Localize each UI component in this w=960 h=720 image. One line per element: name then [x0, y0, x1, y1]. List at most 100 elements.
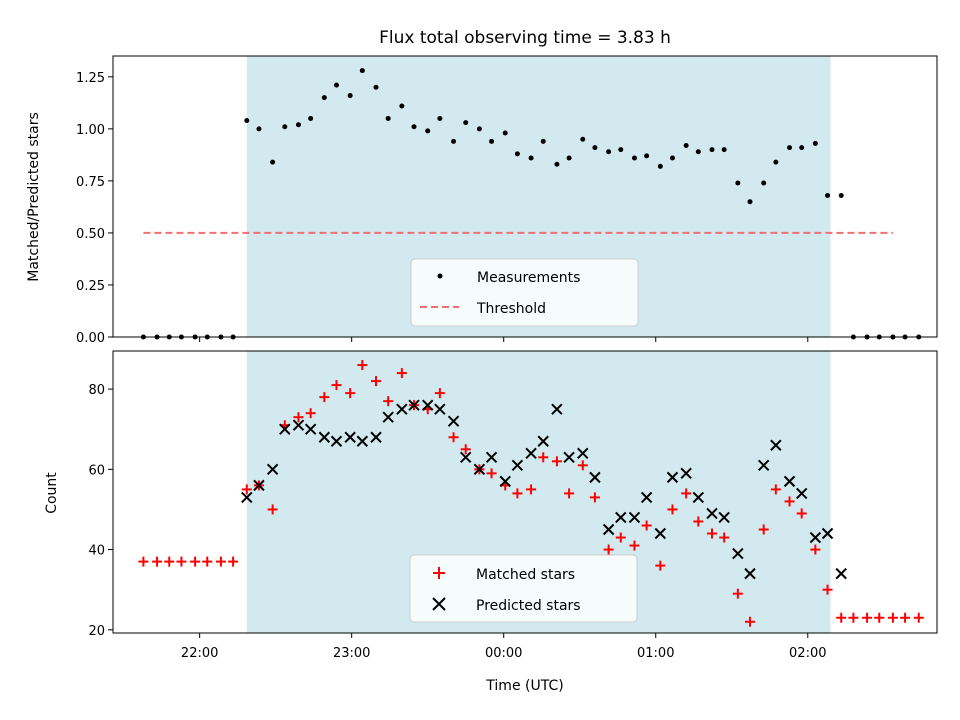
matched-star-point	[770, 484, 781, 495]
predicted-star-point	[551, 403, 563, 415]
measurement-point	[669, 155, 675, 161]
measurement-point	[270, 159, 276, 165]
matched-star-point	[383, 396, 394, 407]
predicted-star-point	[537, 435, 549, 447]
measurement-point	[631, 155, 637, 161]
predicted-star-point	[473, 463, 486, 476]
measurement-point	[606, 149, 612, 155]
measurement-point	[463, 120, 469, 126]
matched-star-point	[267, 504, 278, 515]
chart-title: Flux total observing time = 3.83 h	[379, 28, 671, 48]
legend-measurements-label: Measurements	[477, 270, 580, 286]
measurement-point	[244, 118, 250, 124]
x-axis-label: Time (UTC)	[485, 678, 563, 694]
matched-star-point	[836, 612, 847, 623]
predicted-star-point	[370, 431, 382, 443]
predicted-star-point	[757, 459, 770, 472]
matched-star-point	[551, 456, 562, 467]
measurement-point	[540, 138, 546, 144]
predicted-star-point	[770, 439, 782, 451]
matched-star-point	[434, 388, 445, 399]
matched-star-point	[719, 532, 730, 543]
predicted-star-point	[577, 447, 589, 459]
matched-star-point	[331, 380, 342, 391]
measurement-point	[721, 147, 727, 153]
predicted-star-point	[499, 475, 511, 488]
predicted-star-point	[563, 451, 575, 464]
matched-star-point	[822, 584, 833, 595]
predicted-star-point	[304, 423, 317, 435]
matched-star-point	[396, 368, 407, 379]
matched-star-point	[874, 612, 885, 623]
matched-star-point	[486, 468, 497, 479]
measurement-point	[683, 143, 689, 149]
matched-star-point	[887, 612, 898, 623]
predicted-star-point	[615, 511, 627, 524]
y-tick-label: 20	[88, 624, 105, 639]
matched-star-point	[667, 504, 678, 515]
measurement-point	[580, 136, 586, 142]
matched-star-point	[357, 360, 368, 371]
predicted-star-point	[241, 491, 253, 504]
measurement-point	[347, 93, 353, 99]
predicted-star-point	[292, 419, 305, 431]
matched-star-point	[152, 556, 163, 567]
matched-star-point	[848, 612, 859, 623]
x-tick-label: 23:00	[333, 646, 370, 661]
matched-star-point	[796, 508, 807, 519]
matched-star-point	[589, 492, 600, 503]
measurement-point	[657, 163, 663, 169]
predicted-star-point	[602, 523, 615, 536]
measurement-point	[825, 192, 831, 198]
predicted-star-point	[821, 527, 834, 540]
measurement-point	[373, 84, 379, 90]
measurement-point	[437, 115, 443, 121]
y-tick-label: 40	[88, 544, 105, 559]
measurement-point	[838, 192, 844, 198]
measurement-point	[282, 124, 288, 130]
predicted-star-point	[460, 451, 472, 464]
top-panel: 0.00 0.25 0.50 0.75 1.00 1.25 Matched/Predict…	[26, 55, 938, 346]
predicted-star-point	[279, 423, 291, 435]
matched-star-point	[138, 556, 149, 567]
measurement-point	[308, 115, 314, 121]
matched-star-point	[512, 488, 523, 499]
predicted-star-point	[835, 567, 847, 580]
predicted-star-point	[421, 399, 434, 411]
matched-star-point	[615, 532, 626, 543]
measurement-point	[773, 159, 779, 165]
bottom-legend: Matched stars Predicted stars	[409, 554, 638, 623]
predicted-star-point	[382, 411, 394, 423]
predicted-star-point	[408, 399, 420, 411]
predicted-star-point	[783, 475, 796, 488]
predicted-star-point	[589, 471, 601, 484]
matched-star-point	[577, 460, 588, 471]
bottom-marks	[138, 360, 924, 627]
matched-star-point	[164, 556, 175, 567]
top-axes: 0.00 0.25 0.50 0.75 1.00 1.25	[76, 71, 809, 346]
measurement-point	[747, 199, 753, 205]
measurement-point	[451, 138, 457, 144]
legend-predicted-label: Predicted stars	[476, 598, 581, 614]
x-tick-label: 00:00	[485, 646, 522, 661]
predicted-star-point	[253, 479, 265, 492]
bottom-axes-frame	[112, 350, 938, 634]
y-tick-label: 1.00	[76, 123, 105, 138]
matched-star-point	[784, 496, 795, 507]
predicted-star-point	[666, 471, 679, 484]
x-tick-label: 22:00	[181, 646, 218, 661]
top-legend: Measurements Threshold	[410, 258, 639, 327]
measurement-point	[502, 130, 508, 136]
matched-star-point	[655, 560, 666, 571]
predicted-star-point	[628, 511, 641, 524]
measurement-point	[514, 151, 520, 157]
predicted-star-point	[809, 531, 822, 544]
matched-star-point	[190, 556, 201, 567]
matched-star-point	[758, 524, 769, 535]
matched-star-point	[371, 376, 382, 387]
matched-star-point	[319, 392, 330, 403]
predicted-star-point	[396, 403, 408, 415]
matched-star-point	[693, 516, 704, 527]
predicted-star-point	[718, 511, 730, 524]
